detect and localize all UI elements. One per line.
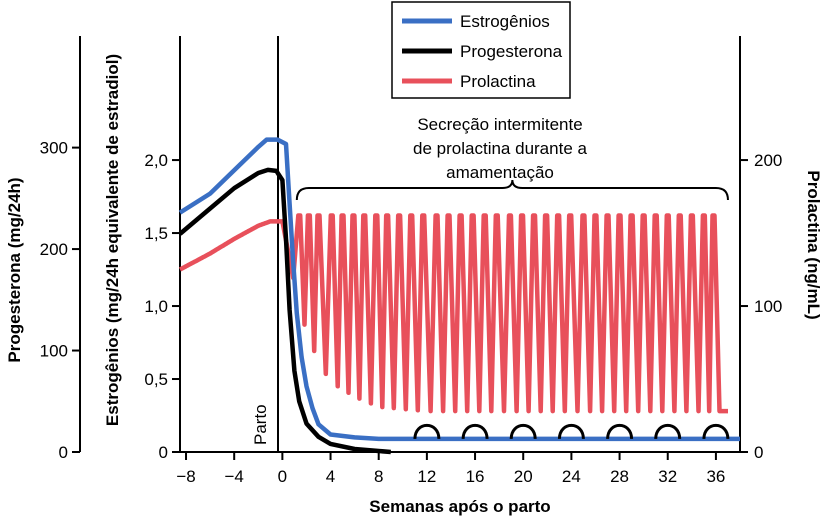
nursing-arch [557, 423, 585, 440]
secretion-label-line-2: de prolactina durante a [413, 139, 587, 158]
birth-label: Parto [251, 404, 270, 445]
x-tick-label: 20 [514, 467, 533, 486]
progesterone-tick-label: 100 [40, 342, 68, 361]
x-axis-title: Semanas após o parto [369, 497, 550, 516]
secretion-label-line-1: Secreção intermitente [417, 115, 582, 134]
legend-label-estrogen: Estrogênios [460, 12, 550, 31]
estrogen-tick-label: 1,0 [144, 297, 168, 316]
x-tick-label: 12 [417, 467, 436, 486]
x-tick-label: 4 [326, 467, 335, 486]
nursing-arches-layer [413, 423, 730, 440]
estrogen-tick-label: 2,0 [144, 151, 168, 170]
prolactin-axis-title: Prolactina (ng/mL) [804, 170, 823, 319]
progesterone-tick-label: 200 [40, 240, 68, 259]
x-ticks-group: −8 −4 0 4 8 12 16 20 24 28 32 36 [176, 452, 725, 486]
secretion-brace [295, 179, 729, 201]
legend-label-progesterone: Progesterona [460, 42, 563, 61]
prolactin-tick-label: 100 [754, 297, 782, 316]
x-tick-label: 28 [610, 467, 629, 486]
legend: Estrogênios Progesterona Prolactina [391, 1, 571, 99]
prolactin-ticks-group: 0 100 200 [740, 151, 782, 462]
x-tick-label: −4 [224, 467, 243, 486]
x-tick-label: −8 [176, 467, 195, 486]
nursing-arch [654, 423, 682, 440]
nursing-arch [606, 423, 634, 440]
estrogen-axis-title: Estrogênios (mg/24h equivalente de estra… [103, 54, 122, 426]
x-tick-label: 32 [658, 467, 677, 486]
estrogen-ticks-group: 0 0,5 1,0 1,5 2,0 [144, 151, 180, 462]
secretion-label-line-3: amamentação [446, 163, 554, 182]
x-tick-label: 0 [278, 467, 287, 486]
prolactin-series-line [178, 213, 728, 414]
prolactin-tick-label: 200 [754, 151, 782, 170]
progesterone-axis-title: Progesterona (mg/24h) [5, 177, 24, 362]
x-tick-label: 16 [466, 467, 485, 486]
nursing-arch [702, 423, 730, 440]
series-layer [178, 137, 740, 455]
estrogen-series-line [178, 137, 740, 442]
x-tick-label: 8 [374, 467, 383, 486]
progesterone-ticks-group: 0 100 200 300 [40, 139, 80, 462]
secretion-annotation: Secreção intermitente de prolactina dura… [295, 115, 729, 201]
estrogen-tick-label: 0,5 [144, 370, 168, 389]
progesterone-tick-label: 300 [40, 139, 68, 158]
progesterone-series-line [178, 167, 391, 455]
progesterone-tick-label: 0 [59, 443, 68, 462]
nursing-arch [461, 423, 489, 440]
nursing-arch [509, 423, 537, 440]
estrogen-tick-label: 1,5 [144, 224, 168, 243]
nursing-arch [413, 423, 441, 440]
estrogen-tick-label: 0 [159, 443, 168, 462]
x-tick-label: 24 [562, 467, 581, 486]
legend-label-prolactin: Prolactina [460, 72, 536, 91]
prolactin-tick-label: 0 [754, 443, 763, 462]
x-tick-label: 36 [706, 467, 725, 486]
